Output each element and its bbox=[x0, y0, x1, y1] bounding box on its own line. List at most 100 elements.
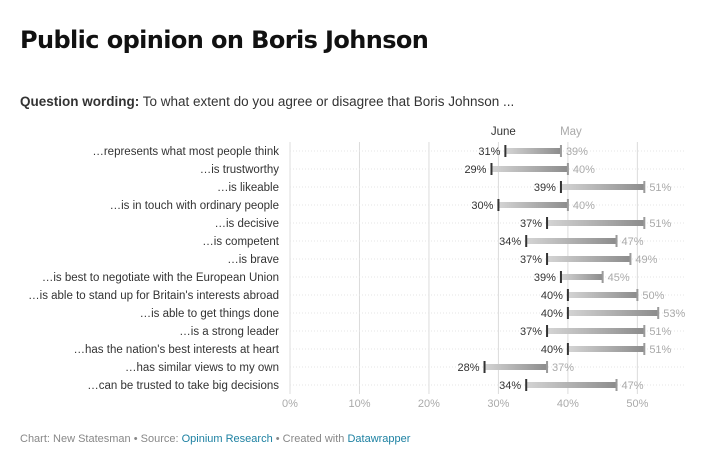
range-bar bbox=[491, 166, 568, 172]
june-value-label: 40% bbox=[541, 308, 563, 320]
category-label: …has similar views to my own bbox=[125, 362, 279, 374]
may-marker bbox=[643, 181, 646, 193]
june-value-label: 31% bbox=[478, 146, 500, 158]
june-marker bbox=[559, 181, 562, 193]
may-marker bbox=[559, 145, 562, 157]
june-value-label: 28% bbox=[457, 362, 479, 374]
may-value-label: 51% bbox=[649, 218, 671, 230]
category-label: …has the nation's best interests at hear… bbox=[74, 344, 280, 356]
may-value-label: 51% bbox=[649, 326, 671, 338]
june-marker bbox=[546, 253, 549, 265]
category-label: …can be trusted to take big decisions bbox=[87, 380, 279, 392]
may-value-label: 53% bbox=[663, 308, 685, 320]
category-label: …represents what most people think bbox=[92, 146, 279, 158]
x-tick-label: 20% bbox=[418, 398, 440, 410]
june-marker bbox=[566, 289, 569, 301]
may-value-label: 47% bbox=[622, 236, 644, 248]
source-link[interactable]: Opinium Research bbox=[181, 433, 273, 445]
may-marker bbox=[546, 361, 549, 373]
may-value-label: 51% bbox=[649, 182, 671, 194]
june-value-label: 40% bbox=[541, 344, 563, 356]
question-text: To what extent do you agree or disagree … bbox=[142, 94, 515, 109]
june-marker bbox=[525, 379, 528, 391]
june-marker bbox=[483, 361, 486, 373]
datawrapper-link[interactable]: Datawrapper bbox=[347, 433, 411, 445]
range-bar bbox=[547, 256, 631, 262]
may-value-label: 40% bbox=[573, 200, 595, 212]
may-marker bbox=[643, 325, 646, 337]
june-value-label: 34% bbox=[499, 380, 521, 392]
footer-created-text: • Created with bbox=[272, 433, 348, 445]
range-bar bbox=[560, 274, 603, 280]
range-bar bbox=[547, 220, 645, 226]
range-bar bbox=[484, 364, 548, 370]
may-value-label: 50% bbox=[642, 290, 664, 302]
june-value-label: 30% bbox=[471, 200, 493, 212]
june-marker bbox=[546, 325, 549, 337]
june-marker bbox=[525, 235, 528, 247]
june-value-label: 37% bbox=[520, 254, 542, 266]
range-bar bbox=[567, 292, 638, 298]
june-value-label: 37% bbox=[520, 218, 542, 230]
category-label: …is in touch with ordinary people bbox=[110, 200, 279, 212]
may-marker bbox=[643, 217, 646, 229]
category-label: …is likeable bbox=[217, 182, 279, 194]
category-label: …is brave bbox=[227, 254, 279, 266]
may-marker bbox=[643, 343, 646, 355]
june-value-label: 39% bbox=[534, 182, 556, 194]
may-marker bbox=[566, 163, 569, 175]
range-bar bbox=[526, 382, 617, 388]
category-label: …is able to stand up for Britain's inter… bbox=[28, 290, 279, 302]
may-value-label: 47% bbox=[622, 380, 644, 392]
category-label: …is a strong leader bbox=[179, 326, 279, 338]
x-tick-label: 10% bbox=[348, 398, 370, 410]
june-marker bbox=[559, 271, 562, 283]
may-marker bbox=[629, 253, 632, 265]
june-marker bbox=[504, 145, 507, 157]
category-label: …is able to get things done bbox=[140, 308, 279, 320]
june-value-label: 37% bbox=[520, 326, 542, 338]
chart-title: Public opinion on Boris Johnson bbox=[20, 26, 429, 54]
range-bar bbox=[547, 328, 645, 334]
may-value-label: 39% bbox=[566, 146, 588, 158]
may-marker bbox=[636, 289, 639, 301]
may-value-label: 37% bbox=[552, 362, 574, 374]
legend-may: May bbox=[560, 126, 582, 138]
june-marker bbox=[566, 307, 569, 319]
range-bar bbox=[498, 202, 568, 208]
june-value-label: 40% bbox=[541, 290, 563, 302]
range-bar bbox=[560, 184, 645, 190]
range-bar bbox=[567, 346, 645, 352]
may-marker bbox=[566, 199, 569, 211]
category-label: …is decisive bbox=[214, 218, 279, 230]
may-marker bbox=[615, 235, 618, 247]
june-value-label: 34% bbox=[499, 236, 521, 248]
may-marker bbox=[657, 307, 660, 319]
question-wording: Question wording: To what extent do you … bbox=[20, 94, 514, 109]
june-marker bbox=[497, 199, 500, 211]
may-value-label: 45% bbox=[608, 272, 630, 284]
x-tick-label: 50% bbox=[626, 398, 648, 410]
may-marker bbox=[615, 379, 618, 391]
x-tick-label: 0% bbox=[282, 398, 298, 410]
may-value-label: 49% bbox=[635, 254, 657, 266]
june-marker bbox=[546, 217, 549, 229]
chart-footer: Chart: New Statesman • Source: Opinium R… bbox=[20, 433, 410, 445]
footer-chart-credit: Chart: New Statesman • Source: bbox=[20, 433, 182, 445]
question-label: Question wording: bbox=[20, 94, 140, 109]
range-bar bbox=[567, 310, 659, 316]
june-marker bbox=[566, 343, 569, 355]
may-marker bbox=[601, 271, 604, 283]
may-value-label: 40% bbox=[573, 164, 595, 176]
x-tick-label: 40% bbox=[557, 398, 579, 410]
range-bar bbox=[526, 238, 617, 244]
category-label: …is competent bbox=[202, 236, 280, 248]
range-bar bbox=[505, 148, 561, 154]
x-tick-label: 30% bbox=[487, 398, 509, 410]
category-label: …is trustworthy bbox=[200, 164, 279, 176]
legend-june: June bbox=[491, 126, 516, 138]
june-value-label: 39% bbox=[534, 272, 556, 284]
may-value-label: 51% bbox=[649, 344, 671, 356]
category-label: …is best to negotiate with the European … bbox=[42, 272, 279, 284]
